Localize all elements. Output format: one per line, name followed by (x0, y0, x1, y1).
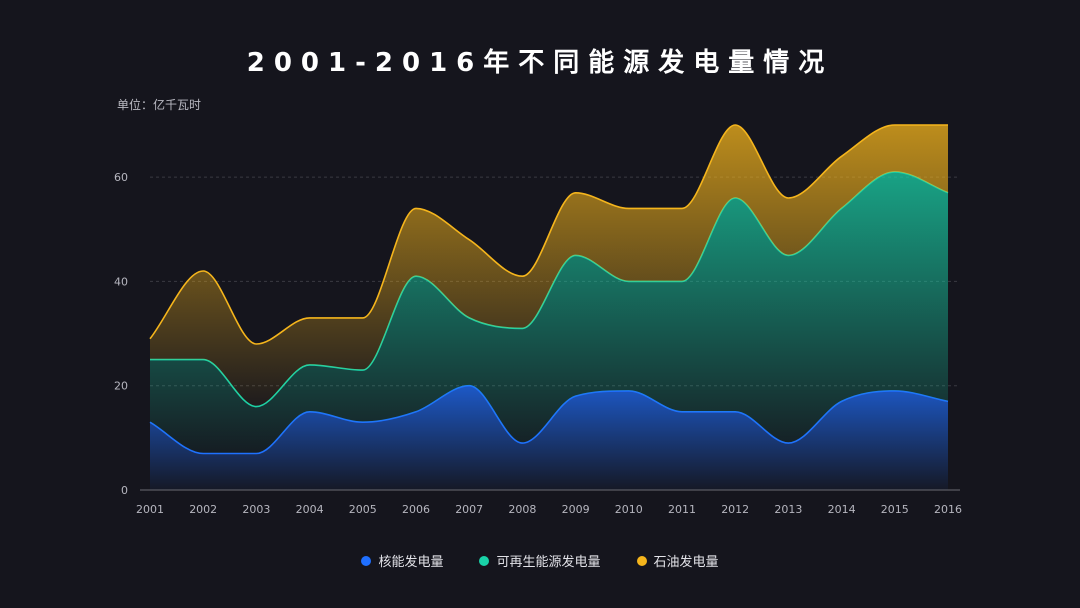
x-tick-label: 2015 (881, 503, 909, 516)
x-tick-label: 2003 (242, 503, 270, 516)
area-series (149, 124, 949, 490)
area-line-series-2 (149, 124, 948, 345)
x-tick-label: 2008 (508, 503, 536, 516)
legend-label: 石油发电量 (653, 555, 719, 570)
x-tick-label: 2014 (828, 503, 856, 516)
legend-label: 可再生能源发电量 (496, 555, 601, 570)
area-fill-series-1 (150, 171, 948, 454)
x-tick-label: 2011 (668, 503, 696, 516)
legend-item[interactable]: 核能发电量 (361, 551, 443, 570)
x-tick-label: 2013 (774, 503, 802, 516)
x-tick-label: 2007 (455, 503, 483, 516)
legend-marker (361, 555, 372, 566)
x-tick-label: 2005 (349, 503, 377, 516)
y-tick-label: 40 (114, 275, 128, 288)
axes: 0 20 40 60 2001 2002 2003 2004 2005 2006 2007 2008 2… (114, 171, 962, 516)
x-tick-label: 2002 (189, 503, 217, 516)
x-tick-label: 2004 (296, 503, 324, 516)
legend-item[interactable]: 石油发电量 (636, 551, 719, 570)
area-fill-series-2 (150, 125, 948, 407)
x-tick-label: 2009 (562, 503, 590, 516)
y-tick-label: 60 (114, 171, 128, 184)
x-tick-label: 2001 (136, 503, 164, 516)
legend-label: 核能发电量 (378, 555, 444, 570)
chart-title: 2001-2016年不同能源发电量情况 (246, 48, 834, 78)
legend: 核能发电量 可再生能源发电量 石油发电量 (0, 551, 1080, 570)
x-tick-label: 2006 (402, 503, 430, 516)
y-tick-label: 20 (114, 380, 128, 393)
legend-marker (636, 555, 647, 566)
x-tick-label: 2010 (615, 503, 643, 516)
x-tick-label: 2012 (721, 503, 749, 516)
x-tick-label: 2016 (934, 503, 962, 516)
unit-label: 单位：亿千瓦时 (117, 98, 202, 112)
y-tick-label: 0 (121, 484, 128, 497)
legend-item[interactable]: 可再生能源发电量 (479, 551, 601, 570)
legend-marker (479, 555, 490, 566)
area-fill-series-0 (150, 385, 948, 490)
